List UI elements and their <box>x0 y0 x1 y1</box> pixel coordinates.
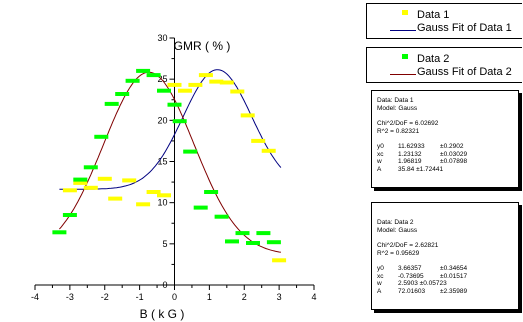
param-row-xc: xc 1.23132 ±0.03029 <box>377 150 468 158</box>
fit-stats-data-1: Data: Data 1 Model: Gauss Chi^2/DoF = 6.… <box>371 90 519 188</box>
legend-label-data-2: Data 2 <box>417 53 450 65</box>
x-tick-label: 3 <box>277 292 282 302</box>
point-series-1 <box>136 202 151 207</box>
point-series-1 <box>251 138 266 143</box>
y-tick-label: 10 <box>157 198 167 208</box>
point-series-1 <box>83 185 98 190</box>
point-series-1 <box>97 176 112 181</box>
point-series-1 <box>261 148 276 153</box>
point-series-1 <box>178 88 192 93</box>
point-series-2 <box>52 230 67 235</box>
x-tick-label: 4 <box>311 292 316 302</box>
param-row-y0: y0 3.66357 ±0.34654 <box>377 265 468 272</box>
y-tick-label: 15 <box>157 157 167 167</box>
point-series-1 <box>209 79 224 84</box>
point-series-2 <box>193 205 208 210</box>
point-series-2 <box>157 88 171 93</box>
point-series-2 <box>183 149 198 154</box>
stats-model-line: Model: Gauss <box>377 104 418 112</box>
param-row-w: w 1.96819 ±0.07898 <box>377 158 468 165</box>
stats-r2-line: R^2 = 0.95629 <box>377 249 420 257</box>
param-row-xc: xc -0.73695 ±0.01517 <box>377 272 468 280</box>
x-tick-label: 2 <box>242 292 247 302</box>
point-series-1 <box>73 180 88 185</box>
data-points <box>52 68 287 263</box>
point-series-2 <box>235 231 250 236</box>
chart-area: -4 -3 -2 -1 0 1 2 3 4 0 5 10 15 20 25 30 GMR ( % ) B ( … <box>31 33 317 321</box>
legend-line-fit-1 <box>390 30 416 31</box>
fit-curve-2 <box>59 71 281 253</box>
x-tick-label: -3 <box>66 292 74 302</box>
y-tick-label: 25 <box>157 74 167 84</box>
point-series-2 <box>94 134 109 139</box>
x-tick-label: 1 <box>207 292 212 302</box>
stats-chi-line: Chi^2/DoF = 6.02692 <box>377 120 439 127</box>
x-axis-label: B ( k G ) <box>140 307 185 321</box>
x-tick-label: -2 <box>101 292 109 302</box>
point-series-2 <box>204 190 219 194</box>
point-series-1 <box>62 188 77 193</box>
point-series-2 <box>136 68 151 73</box>
point-series-2 <box>104 101 119 106</box>
point-series-2 <box>115 92 130 96</box>
stats-model-line: Model: Gauss <box>377 226 418 234</box>
point-series-2 <box>172 119 187 124</box>
point-series-1 <box>188 82 203 87</box>
point-series-1 <box>108 196 123 201</box>
y-tick-label: 30 <box>157 33 167 43</box>
legend-label-fit-2: Gauss Fit of Data 2 <box>417 66 512 78</box>
point-series-2 <box>246 241 260 245</box>
point-series-2 <box>146 73 161 78</box>
point-series-2 <box>167 102 182 107</box>
legend-line-fit-2 <box>390 74 416 75</box>
point-series-1 <box>198 73 213 78</box>
point-series-2 <box>125 78 140 83</box>
legend-label-fit-1: Gauss Fit of Data 1 <box>417 22 512 34</box>
y-tick-label: 5 <box>162 239 167 249</box>
point-series-2 <box>214 214 229 219</box>
point-series-2 <box>266 240 281 245</box>
param-row-a: A 35.84 ±1.72441 <box>377 165 444 173</box>
stats-chi-line: Chi^2/DoF = 2.62821 <box>377 242 439 249</box>
point-series-1 <box>157 193 171 198</box>
stats-data-line: Data: Data 2 <box>377 219 414 226</box>
stats-data-line: Data: Data 1 <box>377 97 414 104</box>
legend-entry-data-1: Data 1 Gauss Fit of Data 1 <box>366 3 522 39</box>
legend-marker-data-2 <box>402 54 408 59</box>
point-series-1 <box>167 82 182 87</box>
point-series-2 <box>256 231 271 236</box>
x-tick-label: 0 <box>172 292 177 302</box>
legend-marker-data-1 <box>402 10 408 15</box>
legend-label-data-1: Data 1 <box>417 9 450 21</box>
legend-entry-data-2: Data 2 Gauss Fit of Data 2 <box>366 47 522 83</box>
fit-stats-data-2: Data: Data 2 Model: Gauss Chi^2/DoF = 2.… <box>371 202 519 310</box>
param-row-y0: y0 11.62933 ±0.2902 <box>377 143 464 150</box>
point-series-1 <box>272 258 287 263</box>
y-tick-label: 0 <box>162 280 167 290</box>
point-series-2 <box>83 165 98 170</box>
point-series-1 <box>122 178 137 183</box>
axes: -4 -3 -2 -1 0 1 2 3 4 0 5 10 15 20 25 30 <box>31 33 317 302</box>
x-tick-label: -4 <box>31 292 39 302</box>
param-row-a: A 72.01603 ±2.35989 <box>377 287 468 295</box>
point-series-2 <box>73 177 88 182</box>
point-series-1 <box>219 80 234 85</box>
point-series-1 <box>146 190 161 194</box>
legend: Data 1 Gauss Fit of Data 1 Data 2 Gauss … <box>366 3 522 86</box>
point-series-1 <box>230 89 245 94</box>
x-tick-label: -1 <box>136 292 144 302</box>
point-series-2 <box>62 213 77 217</box>
stats-r2-line: R^2 = 0.82321 <box>377 127 420 135</box>
param-row-w: w 2.5903 ±0.05723 <box>377 280 447 287</box>
point-series-1 <box>240 113 255 118</box>
chart-title: GMR ( % ) <box>174 39 231 53</box>
point-series-2 <box>225 239 239 244</box>
y-tick-label: 20 <box>157 115 167 125</box>
